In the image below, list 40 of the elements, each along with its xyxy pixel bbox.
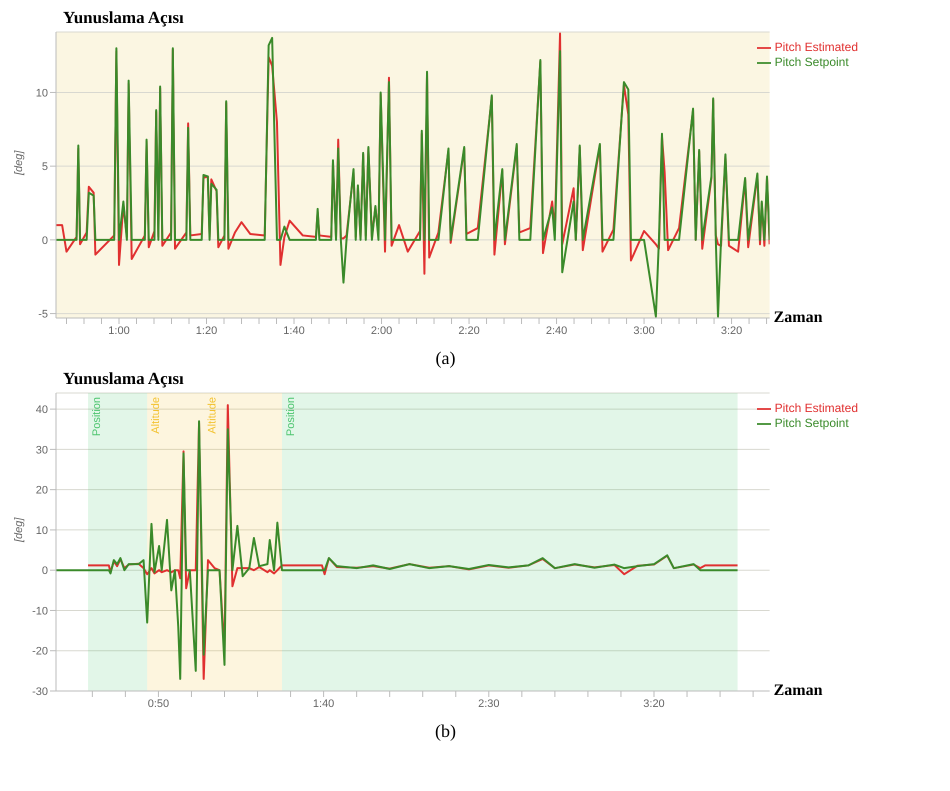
y-tick-label: 20	[36, 484, 48, 497]
x-tick-label: 1:00	[108, 324, 130, 337]
x-axis-title: Zaman	[774, 309, 823, 326]
band-label: Altitude	[150, 397, 162, 434]
x-axis-title: Zaman	[774, 682, 823, 699]
chart-title: Yunuslama Açısı	[63, 369, 185, 389]
x-tick-label: 1:40	[312, 698, 334, 710]
y-tick-label: -5	[38, 308, 48, 320]
x-tick-label: 1:20	[196, 324, 218, 337]
chart-title: Yunuslama Açısı	[63, 8, 185, 28]
x-tick-label: 3:20	[720, 324, 742, 337]
band-label: Position	[91, 397, 104, 436]
x-tick-label: 2:20	[458, 324, 480, 337]
legend-label: Pitch Estimated	[774, 401, 858, 415]
y-tick-label: -10	[32, 605, 48, 618]
y-tick-label: 0	[42, 565, 48, 578]
y-tick-label: -20	[32, 646, 48, 658]
y-tick-label: -30	[32, 686, 48, 698]
x-tick-label: 2:30	[478, 698, 500, 710]
y-tick-label: 40	[36, 404, 48, 416]
x-tick-label: 2:00	[370, 324, 392, 337]
y-tick-label: 10	[36, 524, 48, 537]
x-tick-label: 0:50	[148, 698, 170, 710]
text: (b)	[434, 721, 457, 742]
band-label: Altitude	[206, 397, 219, 434]
x-tick-label: 3:00	[633, 324, 655, 337]
y-tick-label: 0	[42, 234, 48, 247]
y-tick-label: 5	[42, 161, 48, 174]
y-axis-title: [deg]	[12, 150, 25, 176]
legend-label: Pitch Setpoint	[774, 54, 849, 69]
y-axis-title: [deg]	[12, 516, 25, 543]
x-tick-label: 3:20	[643, 698, 665, 710]
legend-label: Pitch Setpoint	[774, 416, 849, 430]
x-tick-label: 2:40	[546, 324, 568, 337]
text: (a)	[434, 348, 456, 369]
band-label: Position	[284, 397, 297, 436]
y-tick-label: 10	[36, 87, 48, 100]
x-tick-label: 1:40	[283, 324, 305, 337]
y-tick-label: 30	[36, 444, 48, 456]
legend-label: Pitch Estimated	[774, 40, 858, 54]
